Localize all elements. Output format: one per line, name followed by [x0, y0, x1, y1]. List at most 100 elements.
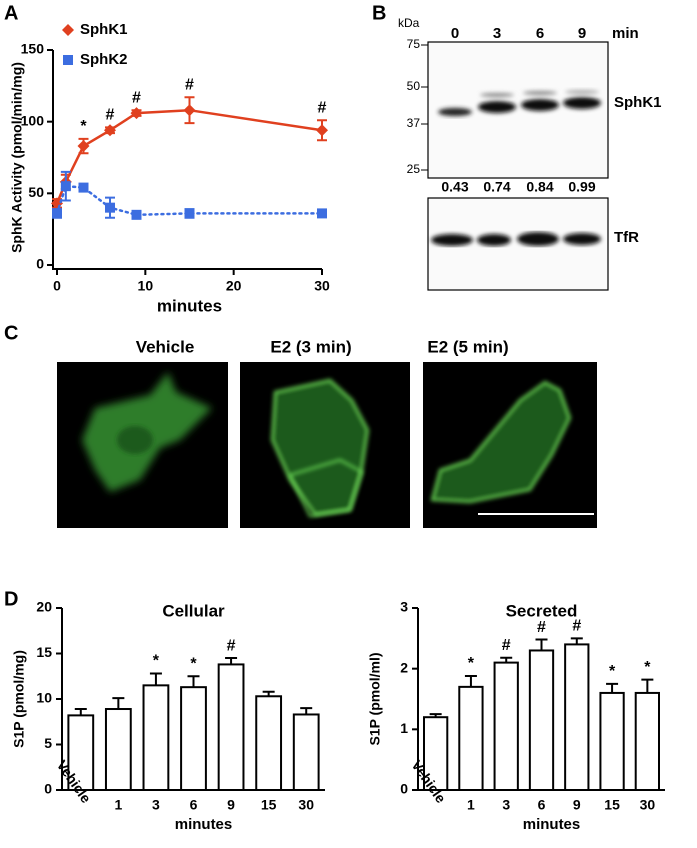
bar	[422, 716, 449, 792]
panel-label: C	[4, 322, 18, 344]
x-tick-label: 1	[467, 797, 475, 813]
band-label: TfR	[614, 229, 639, 246]
lane-label: 3	[493, 25, 501, 42]
micrographs: Vehicle E2 (3 min) E2 (5 min)	[57, 337, 597, 528]
marker	[316, 124, 328, 137]
marker	[63, 55, 73, 65]
bar	[67, 714, 95, 792]
y-tick-label: 0	[44, 781, 52, 797]
marker	[52, 208, 62, 219]
y-tick-label: 100	[21, 112, 45, 128]
mw-marker: 25	[407, 162, 421, 176]
annotation: #	[185, 77, 194, 94]
x-tick-label: 6	[538, 797, 546, 813]
ratio: 0.99	[568, 179, 595, 195]
x-tick-label: 9	[573, 797, 581, 813]
y-tick-label: 150	[21, 41, 45, 57]
lane-unit: min	[612, 25, 639, 42]
x-tick-label: 15	[261, 797, 277, 813]
bar	[493, 661, 519, 791]
y-tick-label: 5	[44, 735, 52, 751]
marker	[317, 208, 327, 219]
cell	[288, 458, 364, 518]
annotation: #	[572, 618, 581, 635]
axis	[52, 50, 322, 270]
annotation: #	[502, 637, 511, 654]
x-axis-label: minutes	[523, 816, 581, 833]
x-tick-label: 1	[114, 797, 122, 813]
chart-title: Cellular	[162, 601, 225, 620]
series-line	[55, 108, 324, 205]
bar	[458, 685, 484, 791]
x-axis-label: minutes	[175, 816, 233, 833]
error-bar	[149, 672, 162, 686]
blot-bands	[438, 90, 601, 116]
annotation: #	[227, 637, 236, 654]
x-tick-label: 20	[226, 278, 242, 294]
bar	[104, 708, 132, 792]
lane-label: 6	[536, 25, 544, 42]
y-tick-label: 3	[400, 599, 408, 615]
error-bar	[570, 637, 583, 645]
marker	[104, 124, 116, 137]
mw-marker: 37	[407, 116, 421, 130]
bar	[599, 691, 625, 792]
error-bar	[225, 657, 238, 665]
error-bar	[74, 708, 87, 716]
annotation: *	[190, 655, 197, 672]
error-bar	[187, 675, 200, 688]
x-tick-label: 6	[190, 797, 198, 813]
bar	[180, 686, 207, 791]
error-bar	[641, 678, 654, 693]
annotation: *	[609, 663, 616, 680]
mw-marker: 75	[407, 37, 421, 51]
chart-title: Secreted	[506, 601, 578, 620]
bar	[217, 663, 245, 791]
ratio: 0.43	[441, 179, 468, 195]
y-axis-label: S1P (pmol/ml)	[367, 652, 383, 745]
error-bar	[606, 682, 619, 693]
bar	[292, 713, 320, 791]
nucleus	[117, 426, 153, 454]
y-tick-label: 50	[28, 184, 44, 200]
lane-label: 9	[578, 25, 586, 42]
marker	[105, 202, 115, 213]
y-axis-label: S1P (pmol/mg)	[11, 650, 27, 748]
x-tick-label: 30	[640, 797, 656, 813]
marker	[77, 140, 90, 153]
bar	[634, 691, 661, 792]
marker	[62, 24, 74, 36]
error-bar	[300, 707, 313, 715]
y-tick-label: 20	[36, 599, 52, 615]
bar	[528, 649, 555, 792]
x-tick-label: 3	[152, 797, 160, 813]
annotation: *	[153, 653, 160, 670]
error-bar	[464, 674, 477, 687]
panel-label: B	[372, 2, 386, 24]
y-tick-label: 2	[400, 659, 408, 675]
y-axis-label: SphK Activity (pmol/min/mg)	[9, 62, 25, 253]
annotation: #	[537, 619, 546, 636]
bar	[142, 684, 170, 791]
marker	[131, 209, 142, 220]
bar	[255, 695, 283, 792]
marker	[184, 208, 195, 219]
blot-unit: kDa	[398, 16, 420, 30]
y-tick-label: 15	[36, 644, 52, 660]
legend-label: SphK2	[80, 51, 128, 68]
y-tick-label: 1	[400, 720, 408, 736]
x-tick-label: 30	[314, 278, 330, 294]
micrograph-title: E2 (3 min)	[270, 337, 351, 356]
x-tick-label: 3	[502, 797, 510, 813]
x-tick-label: 10	[138, 278, 154, 294]
marker	[183, 104, 196, 117]
x-tick-label: 15	[604, 797, 620, 813]
marker	[60, 181, 71, 192]
annotation: *	[80, 118, 87, 135]
panel-label: A	[4, 2, 18, 24]
x-axis-label: minutes	[157, 296, 222, 315]
micrograph-title: Vehicle	[136, 337, 195, 356]
micrograph-title: E2 (5 min)	[427, 337, 508, 356]
